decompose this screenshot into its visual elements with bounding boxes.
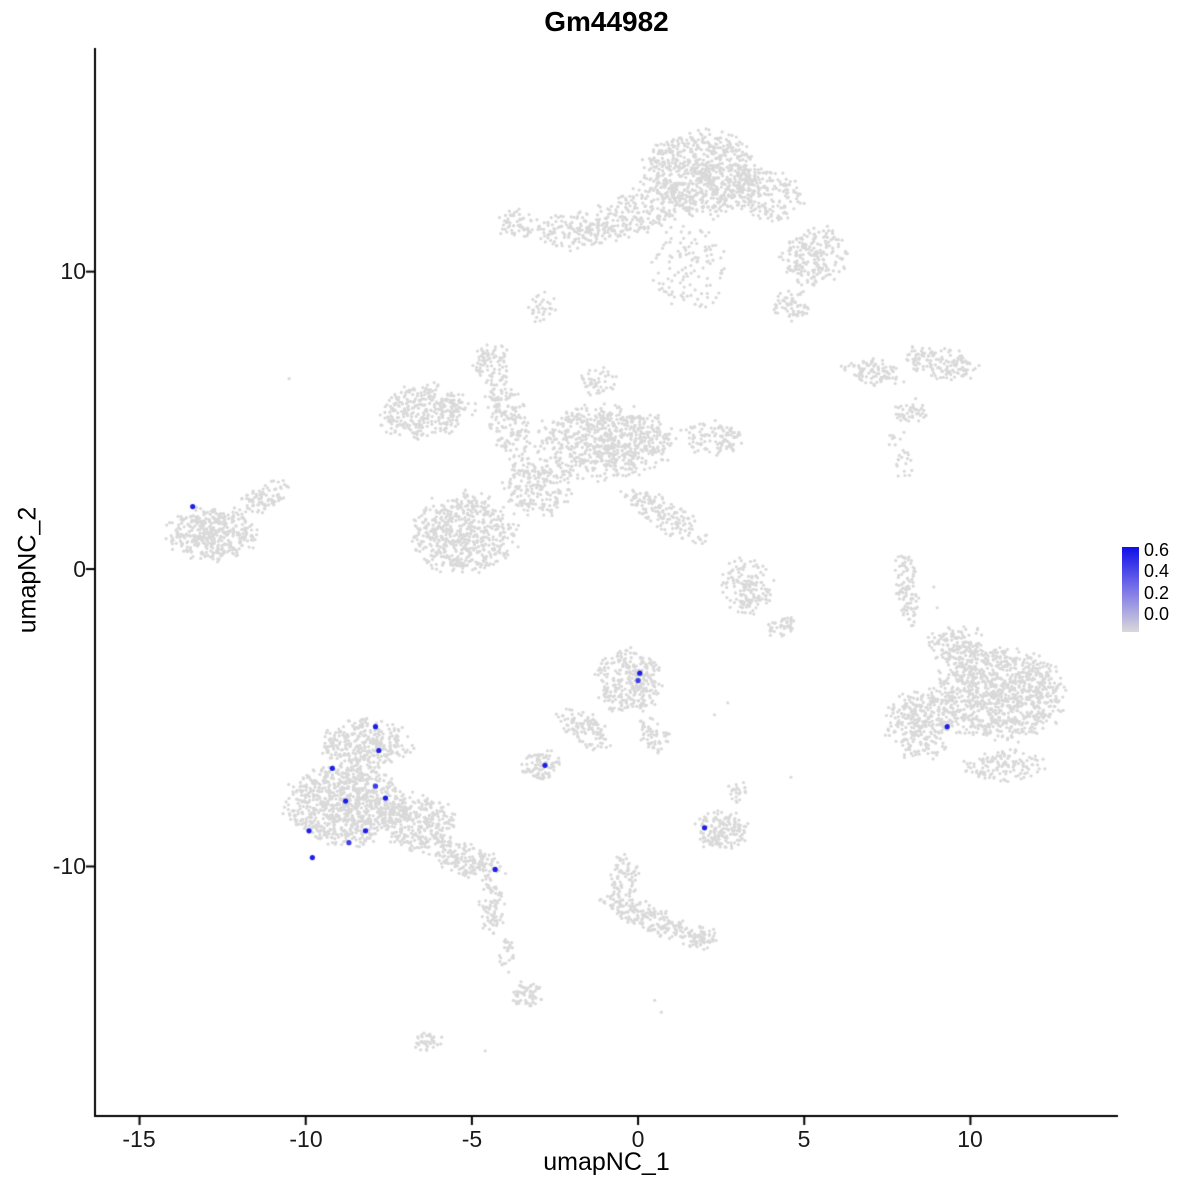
chart-title: Gm44982 xyxy=(544,6,669,37)
x-tick-label: 10 xyxy=(957,1126,983,1152)
legend-tick-label: 0.6 xyxy=(1144,540,1170,560)
x-tick-label: -15 xyxy=(122,1126,156,1152)
expression-legend: 0.6 0.4 0.2 0.0 xyxy=(1120,540,1200,645)
legend-colorbar xyxy=(1122,547,1139,632)
x-tick-label: -5 xyxy=(461,1126,483,1152)
legend-tick-label: 0.2 xyxy=(1144,583,1170,603)
x-tick-label: 5 xyxy=(797,1126,811,1152)
y-tick-label: 0 xyxy=(73,556,86,582)
x-tick-label: 0 xyxy=(631,1126,645,1152)
legend-tick-label: 0.0 xyxy=(1144,604,1170,624)
y-tick-label: -10 xyxy=(52,853,86,879)
y-tick-label: 10 xyxy=(60,258,86,284)
x-tick-label: -10 xyxy=(289,1126,323,1152)
legend-tick-label: 0.4 xyxy=(1144,561,1170,581)
x-axis-label: umapNC_1 xyxy=(543,1148,670,1176)
